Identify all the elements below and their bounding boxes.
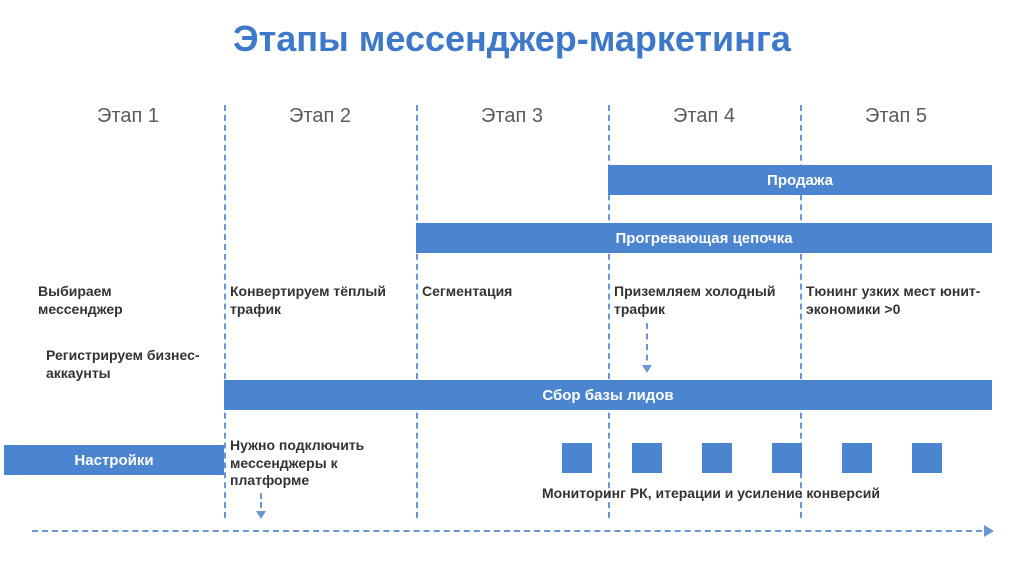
text-col1-register: Регистрируем бизнес-аккаунты <box>46 347 218 382</box>
monitoring-square <box>842 443 872 473</box>
monitoring-square <box>772 443 802 473</box>
monitoring-label: Мониторинг РК, итерации и усиление конве… <box>542 485 880 501</box>
monitoring-square <box>562 443 592 473</box>
diagram-area: Этап 1 Этап 2 Этап 3 Этап 4 Этап 5 Прода… <box>32 105 992 532</box>
monitoring-square <box>702 443 732 473</box>
timeline-axis-icon <box>32 530 992 532</box>
stage-label: Этап 5 <box>800 105 992 128</box>
col-divider <box>224 105 226 518</box>
bar-sale: Продажа <box>608 165 992 195</box>
text-col2-connect: Нужно подключить мессенджеры к платформе <box>230 437 402 490</box>
text-col1-choose: Выбираем мессенджер <box>38 283 200 318</box>
bar-warmup: Прогревающая цепочка <box>416 223 992 253</box>
stage-label: Этап 3 <box>416 105 608 128</box>
stage-label: Этап 4 <box>608 105 800 128</box>
arrow-down-icon <box>260 493 262 517</box>
stage-label: Этап 1 <box>32 105 224 128</box>
text-col3-segment: Сегментация <box>422 283 602 301</box>
monitoring-square <box>912 443 942 473</box>
bar-leads: Сбор базы лидов <box>224 380 992 410</box>
page-title: Этапы мессенджер-маркетинга <box>0 0 1024 60</box>
bar-settings: Настройки <box>4 445 224 475</box>
stage-label: Этап 2 <box>224 105 416 128</box>
text-col2-convert: Конвертируем тёплый трафик <box>230 283 410 318</box>
arrow-down-icon <box>646 323 648 371</box>
col-divider <box>416 105 418 518</box>
text-col4-cold: Приземляем холодный трафик <box>614 283 794 318</box>
monitoring-square <box>632 443 662 473</box>
text-col5-tuning: Тюнинг узких мест юнит-экономики >0 <box>806 283 986 318</box>
